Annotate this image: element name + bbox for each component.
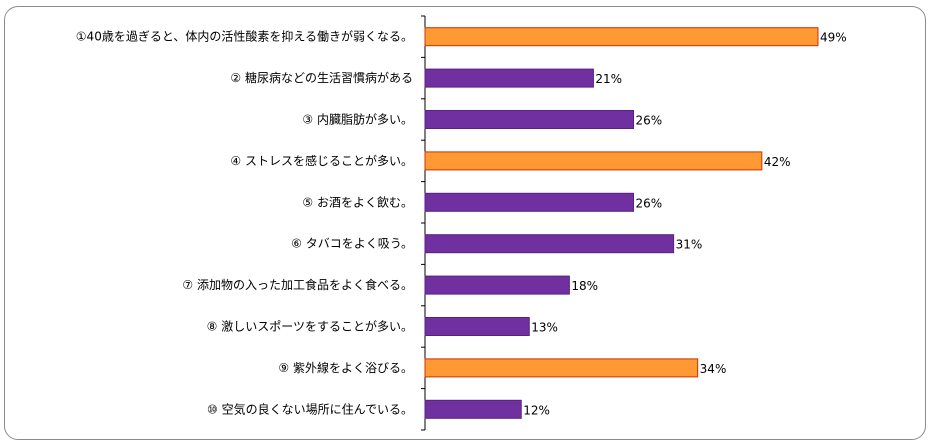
value-label-1: 49% — [820, 31, 847, 45]
bar-6 — [424, 234, 675, 254]
bar-7 — [424, 275, 570, 295]
value-label-3: 26% — [636, 114, 663, 128]
value-label-2: 21% — [595, 72, 622, 86]
category-label-5: ⑤ お酒をよく飲む。 — [302, 194, 413, 209]
category-label-9: ⑨ 紫外線をよく浴びる。 — [278, 360, 413, 375]
bar-2 — [424, 68, 594, 88]
category-label-8: ⑧ 激しいスポーツをすることが多い。 — [207, 319, 413, 334]
bar-8 — [424, 317, 530, 336]
category-label-1: ①40歳を過ぎると、体内の活性酸素を抑える働きが弱くなる。 — [76, 29, 413, 44]
category-label-2: ② 糖尿病などの生活習慣病がある — [230, 70, 413, 85]
value-label-9: 34% — [700, 362, 727, 376]
category-label-3: ③ 内臓脂肪が多い。 — [302, 112, 413, 127]
bar-4 — [424, 151, 763, 171]
value-label-4: 42% — [764, 155, 791, 169]
value-label-5: 26% — [636, 196, 663, 210]
bar-9 — [424, 358, 699, 378]
category-label-10: ⑩ 空気の良くない場所に住んでいる。 — [207, 401, 413, 416]
value-label-10: 12% — [523, 403, 550, 417]
value-label-7: 18% — [571, 279, 598, 293]
value-label-8: 13% — [531, 321, 558, 335]
bar-1 — [424, 27, 819, 47]
category-label-6: ⑥ タバコをよく吸う。 — [291, 237, 413, 251]
bar-3 — [424, 110, 635, 129]
bar-10 — [424, 399, 522, 419]
category-label-4: ④ ストレスを感じることが多い。 — [230, 153, 413, 168]
category-label-7: ⑦ 添加物の入った加工食品をよく食べる。 — [182, 277, 413, 292]
bar-5 — [424, 192, 635, 212]
value-label-6: 31% — [676, 238, 703, 252]
